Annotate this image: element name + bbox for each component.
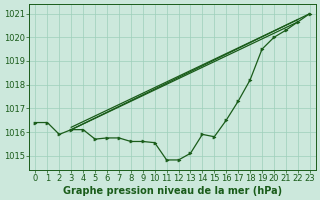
X-axis label: Graphe pression niveau de la mer (hPa): Graphe pression niveau de la mer (hPa) bbox=[63, 186, 282, 196]
